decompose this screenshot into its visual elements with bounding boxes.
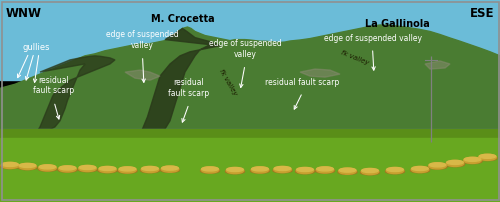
Text: gullies: gullies: [22, 43, 50, 52]
Text: WNW: WNW: [6, 7, 42, 20]
Ellipse shape: [78, 167, 97, 172]
Ellipse shape: [274, 167, 291, 173]
Ellipse shape: [39, 165, 56, 169]
Ellipse shape: [99, 167, 116, 173]
Ellipse shape: [411, 167, 429, 173]
Ellipse shape: [58, 168, 77, 172]
Ellipse shape: [79, 166, 96, 170]
Ellipse shape: [1, 163, 19, 169]
Ellipse shape: [18, 165, 37, 170]
Ellipse shape: [446, 161, 464, 167]
Text: residual fault scarp: residual fault scarp: [266, 78, 340, 87]
Bar: [0, 129, 500, 141]
Ellipse shape: [296, 169, 314, 174]
Ellipse shape: [429, 163, 446, 169]
Text: residual
fault scarp: residual fault scarp: [168, 78, 209, 97]
Ellipse shape: [274, 167, 291, 171]
Bar: [0, 129, 500, 142]
Ellipse shape: [142, 167, 159, 173]
Ellipse shape: [79, 166, 96, 172]
Ellipse shape: [360, 170, 380, 175]
Ellipse shape: [447, 161, 463, 165]
Ellipse shape: [60, 166, 76, 170]
Ellipse shape: [412, 167, 428, 171]
Ellipse shape: [446, 162, 464, 167]
Ellipse shape: [478, 156, 497, 161]
Ellipse shape: [463, 159, 482, 164]
Ellipse shape: [479, 155, 496, 161]
Ellipse shape: [429, 163, 446, 167]
Ellipse shape: [252, 167, 269, 173]
Ellipse shape: [428, 165, 447, 169]
Ellipse shape: [297, 168, 313, 172]
Ellipse shape: [2, 163, 18, 167]
Text: edge of suspended
valley: edge of suspended valley: [106, 30, 179, 49]
Ellipse shape: [296, 168, 314, 174]
Ellipse shape: [119, 167, 136, 173]
Ellipse shape: [226, 168, 244, 174]
Ellipse shape: [98, 168, 117, 173]
Ellipse shape: [464, 158, 481, 164]
Ellipse shape: [227, 168, 243, 172]
Ellipse shape: [162, 166, 178, 170]
Ellipse shape: [361, 169, 379, 175]
Ellipse shape: [362, 169, 378, 173]
Ellipse shape: [160, 168, 180, 173]
Ellipse shape: [140, 168, 160, 173]
Text: fk valley: fk valley: [340, 49, 370, 66]
Ellipse shape: [120, 167, 136, 171]
Polygon shape: [425, 62, 450, 70]
Text: edge of suspended
valley: edge of suspended valley: [208, 39, 282, 59]
Ellipse shape: [161, 166, 179, 172]
Text: edge of suspended valley: edge of suspended valley: [324, 34, 422, 42]
Text: La Gallinola: La Gallinola: [365, 19, 430, 29]
Text: ESE: ESE: [470, 7, 494, 20]
Bar: [0, 0, 500, 81]
Ellipse shape: [118, 169, 137, 173]
Ellipse shape: [38, 167, 57, 171]
Ellipse shape: [0, 164, 20, 169]
Ellipse shape: [386, 169, 404, 174]
Text: residual
fault scarp: residual fault scarp: [34, 76, 74, 95]
Ellipse shape: [202, 167, 218, 171]
Polygon shape: [300, 70, 340, 78]
Polygon shape: [0, 26, 500, 141]
Text: M. Crocetta: M. Crocetta: [150, 14, 214, 24]
Bar: [0, 138, 500, 202]
Ellipse shape: [338, 170, 357, 175]
Ellipse shape: [59, 166, 76, 172]
Polygon shape: [38, 57, 115, 131]
Ellipse shape: [99, 167, 116, 171]
Ellipse shape: [339, 168, 356, 174]
Ellipse shape: [142, 167, 158, 171]
Ellipse shape: [19, 164, 36, 168]
Ellipse shape: [226, 169, 244, 174]
Ellipse shape: [386, 168, 404, 174]
Ellipse shape: [464, 158, 481, 162]
Ellipse shape: [273, 168, 292, 173]
Ellipse shape: [479, 155, 496, 159]
Ellipse shape: [317, 167, 333, 171]
Text: fk valley: fk valley: [218, 68, 238, 96]
Ellipse shape: [201, 167, 219, 173]
Ellipse shape: [387, 168, 403, 172]
Ellipse shape: [316, 169, 334, 173]
Ellipse shape: [39, 165, 56, 171]
Ellipse shape: [410, 168, 430, 173]
Polygon shape: [125, 71, 160, 81]
Ellipse shape: [250, 169, 270, 173]
Ellipse shape: [252, 167, 268, 171]
Polygon shape: [140, 29, 220, 135]
Ellipse shape: [19, 164, 36, 170]
Ellipse shape: [200, 169, 220, 173]
Ellipse shape: [316, 167, 334, 173]
Ellipse shape: [339, 168, 356, 172]
